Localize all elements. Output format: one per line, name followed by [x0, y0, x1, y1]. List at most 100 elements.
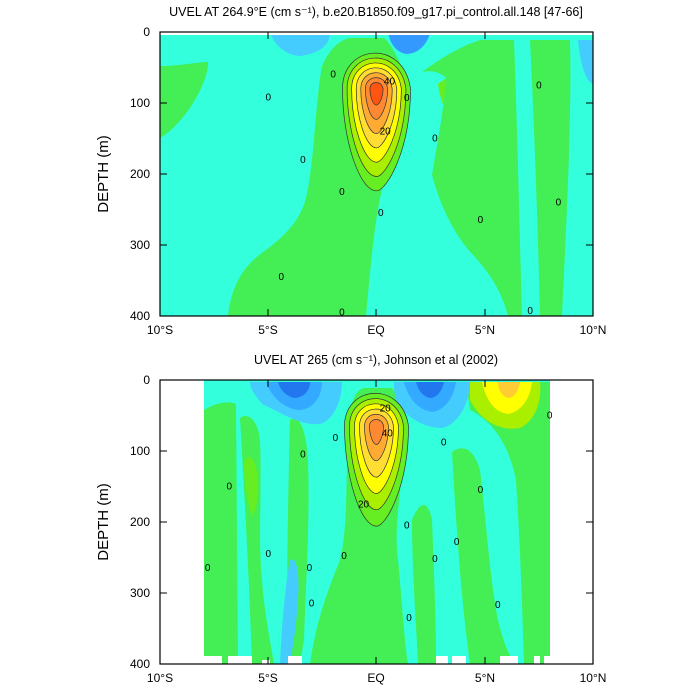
panel-1-field	[160, 32, 593, 316]
positive-band	[422, 40, 522, 316]
y-tick-label: 0	[143, 25, 150, 39]
negative-band	[278, 382, 310, 398]
panel-2: UVEL AT 265 (cm s⁻¹), Johnson et al (200…	[95, 353, 606, 685]
y-tick-label: 400	[130, 657, 150, 671]
x-tick-label: 5°N	[475, 671, 495, 685]
contour-label: 20	[358, 499, 370, 510]
contour-label: 0	[309, 599, 315, 610]
negative-band	[388, 32, 430, 54]
panel-2-field	[204, 380, 550, 664]
panel-2-x-ticklabels: 10°S 5°S EQ 5°N 10°N	[147, 671, 606, 685]
positive-band	[452, 448, 516, 664]
x-tick-label: 5°N	[475, 323, 495, 337]
positive-band	[412, 505, 436, 664]
x-tick-label: 5°S	[258, 671, 277, 685]
contour-label: 20	[380, 126, 392, 137]
y-tick-label: 200	[130, 515, 150, 529]
negative-band	[416, 382, 444, 398]
contour-label: 0	[378, 208, 384, 219]
x-tick-label: 10°N	[580, 671, 607, 685]
contour-label: 0	[330, 70, 336, 81]
y-tick-label: 200	[130, 167, 150, 181]
contour-label: 0	[547, 411, 553, 422]
negative-band	[280, 559, 299, 664]
missing-data-mask	[262, 660, 270, 664]
positive-band	[160, 62, 209, 138]
contour-label: 0	[404, 521, 410, 532]
panel-1-core	[342, 52, 411, 192]
negative-band	[270, 32, 330, 56]
x-tick-label: 10°N	[580, 323, 607, 337]
x-tick-label: 10°S	[147, 323, 173, 337]
contour-label: 0	[265, 92, 271, 103]
missing-data-mask	[544, 656, 550, 664]
contour-label: 20	[380, 403, 392, 414]
contour-label: 0	[527, 306, 533, 317]
missing-data-mask	[436, 656, 448, 664]
missing-data-mask	[452, 656, 466, 664]
contour-label: 0	[478, 485, 484, 496]
panel-2-core	[344, 393, 409, 527]
contour-label: 0	[432, 134, 438, 145]
panel-2-title: UVEL AT 265 (cm s⁻¹), Johnson et al (200…	[254, 353, 498, 367]
x-tick-label: EQ	[367, 671, 384, 685]
contour-label: 0	[300, 155, 306, 166]
contour-level-70	[369, 82, 384, 106]
contour-label: 0	[300, 450, 306, 461]
contour-label: 0	[441, 437, 447, 448]
contour-label: 0	[205, 563, 211, 574]
panel-2-ticks	[159, 379, 594, 665]
contour-label: 0	[278, 272, 284, 283]
panel-2-contour-labels: 0 0 0 0 0 0 0 0 0 0 0 0 0 0 0 0 20 40 20	[205, 403, 553, 623]
contour-label: 0	[432, 554, 438, 565]
positive-band	[204, 402, 238, 664]
contour-label: 0	[404, 93, 410, 104]
negative-band	[578, 40, 593, 84]
y-tick-label: 0	[143, 373, 150, 387]
y-tick-label: 100	[130, 96, 150, 110]
contour-label: 0	[406, 613, 412, 624]
panel-1: UVEL AT 264.9°E (cm s⁻¹), b.e20.B1850.f0…	[95, 5, 606, 337]
contour-label: 0	[454, 537, 460, 548]
positive-band	[466, 382, 550, 664]
contour-label: 0	[495, 600, 501, 611]
panel-1-y-ticklabels: 0 100 200 300 400	[130, 25, 150, 323]
panel-1-x-ticklabels: 10°S 5°S EQ 5°N 10°N	[147, 323, 606, 337]
contour-label: 0	[265, 549, 271, 560]
missing-data-mask	[288, 656, 302, 664]
contour-label: 0	[333, 433, 339, 444]
panel-2-y-axis-label: DEPTH (m)	[95, 483, 112, 561]
contour-level-60	[369, 419, 384, 445]
y-tick-label: 400	[130, 309, 150, 323]
positive-band	[498, 382, 520, 398]
contour-label: 40	[382, 428, 394, 439]
positive-band	[244, 456, 258, 516]
panel-1-title: UVEL AT 264.9°E (cm s⁻¹), b.e20.B1850.f0…	[169, 5, 583, 19]
x-tick-label: 5°S	[258, 323, 277, 337]
missing-data-mask	[228, 656, 252, 664]
positive-band	[530, 40, 571, 316]
y-tick-label: 300	[130, 238, 150, 252]
missing-data-mask	[500, 656, 518, 664]
contour-label: 0	[341, 551, 347, 562]
contour-label: 0	[536, 80, 542, 91]
contour-label: 0	[339, 307, 345, 318]
contour-label: 0	[339, 187, 345, 198]
x-tick-label: 10°S	[147, 671, 173, 685]
contour-label: 0	[556, 197, 562, 208]
x-tick-label: EQ	[367, 323, 384, 337]
panel-1-contour-labels: 0 0 0 0 0 0 0 0 0 0 0 0 0 40 20	[265, 70, 561, 319]
contour-label: 0	[226, 482, 232, 493]
missing-data-mask	[204, 656, 222, 664]
y-tick-label: 300	[130, 586, 150, 600]
y-tick-label: 100	[130, 444, 150, 458]
positive-band	[482, 382, 532, 414]
panel-1-y-axis-label: DEPTH (m)	[95, 135, 112, 213]
panel-1-ticks	[159, 31, 594, 317]
contour-label: 0	[307, 563, 313, 574]
missing-data-mask	[534, 656, 540, 664]
panel-2-y-ticklabels: 0 100 200 300 400	[130, 373, 150, 671]
contour-label: 40	[384, 77, 396, 88]
contour-label: 0	[478, 215, 484, 226]
